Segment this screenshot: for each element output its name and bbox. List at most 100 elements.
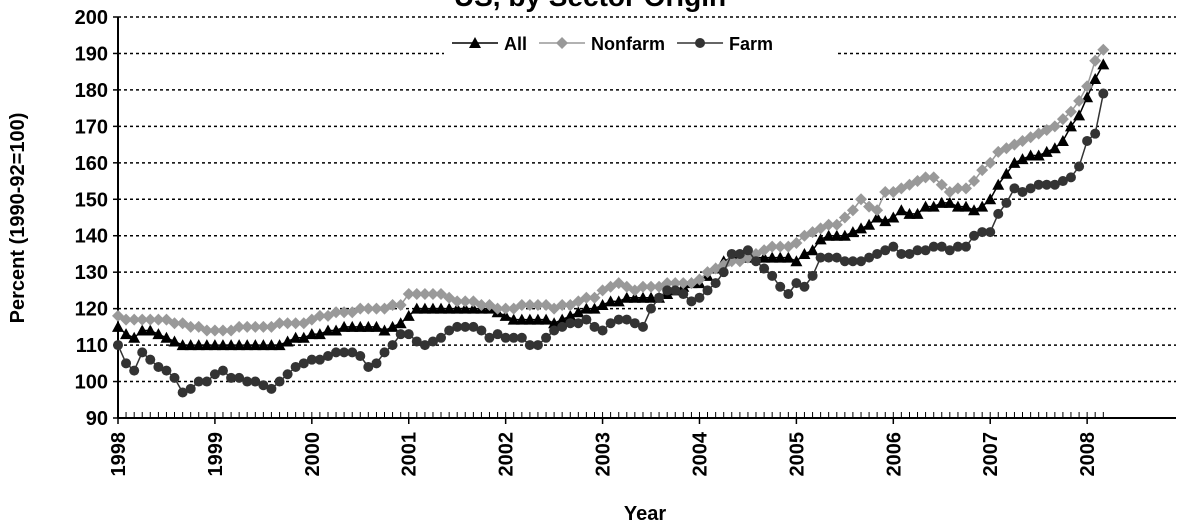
marker xyxy=(362,320,375,332)
marker xyxy=(531,313,544,325)
x-tick-label: 2001 xyxy=(399,432,421,477)
marker xyxy=(1098,88,1109,99)
marker xyxy=(992,178,1005,190)
marker xyxy=(863,218,876,230)
marker xyxy=(1074,161,1085,172)
marker xyxy=(443,302,456,314)
marker xyxy=(1001,197,1012,208)
y-tick-label: 190 xyxy=(75,43,108,65)
marker xyxy=(129,365,140,376)
marker xyxy=(418,288,431,301)
marker xyxy=(895,204,908,216)
marker xyxy=(612,295,625,307)
marker xyxy=(636,280,649,293)
marker xyxy=(144,324,157,336)
marker xyxy=(436,332,447,343)
marker xyxy=(952,241,963,252)
marker xyxy=(354,302,367,315)
marker xyxy=(136,313,149,326)
marker xyxy=(209,369,220,380)
marker xyxy=(1041,179,1052,190)
marker xyxy=(508,332,519,343)
x-tick-label: 2006 xyxy=(883,432,905,477)
marker xyxy=(378,324,391,336)
marker xyxy=(394,298,407,311)
marker xyxy=(871,204,884,217)
x-tick-label: 1998 xyxy=(108,432,130,477)
marker xyxy=(758,251,771,263)
marker xyxy=(120,313,133,326)
marker xyxy=(896,248,907,259)
marker xyxy=(629,318,640,329)
marker xyxy=(491,302,504,315)
marker xyxy=(524,340,535,351)
y-tick-label: 150 xyxy=(75,189,108,211)
marker xyxy=(273,317,286,330)
marker xyxy=(1040,145,1053,157)
y-tick-label: 90 xyxy=(86,408,108,430)
marker xyxy=(985,227,996,238)
marker xyxy=(855,193,868,206)
marker xyxy=(192,339,205,351)
marker xyxy=(1057,176,1068,187)
marker xyxy=(588,302,601,314)
x-tick-label: 2007 xyxy=(980,432,1002,477)
marker xyxy=(152,313,165,326)
marker xyxy=(847,256,858,267)
marker xyxy=(411,336,422,347)
marker xyxy=(911,207,924,219)
marker xyxy=(984,156,997,169)
marker xyxy=(790,255,803,267)
marker xyxy=(323,351,334,362)
marker xyxy=(613,314,624,325)
marker xyxy=(410,302,423,314)
marker xyxy=(977,227,988,238)
marker xyxy=(152,328,165,340)
marker xyxy=(669,277,682,290)
marker xyxy=(371,358,382,369)
marker xyxy=(137,347,148,358)
marker xyxy=(645,280,658,293)
marker xyxy=(516,332,527,343)
marker xyxy=(1008,156,1021,168)
marker xyxy=(935,196,948,208)
marker xyxy=(654,292,665,303)
marker xyxy=(686,296,697,307)
y-tick-label: 100 xyxy=(75,372,108,394)
marker xyxy=(313,309,326,322)
marker xyxy=(418,302,431,314)
marker xyxy=(1073,94,1086,107)
marker xyxy=(887,211,900,223)
marker xyxy=(355,351,366,362)
x-axis-label: Year xyxy=(624,503,666,525)
marker xyxy=(904,248,915,259)
marker xyxy=(710,278,721,289)
marker xyxy=(944,245,955,256)
marker xyxy=(888,241,899,252)
marker xyxy=(290,361,301,372)
marker xyxy=(346,320,359,332)
marker xyxy=(216,339,229,351)
marker xyxy=(313,328,326,340)
marker xyxy=(387,340,398,351)
marker xyxy=(395,329,406,340)
marker xyxy=(330,306,343,319)
marker xyxy=(1056,113,1069,126)
marker xyxy=(871,211,884,223)
marker xyxy=(814,233,827,245)
marker xyxy=(951,182,964,195)
marker xyxy=(362,302,375,315)
marker xyxy=(297,331,310,343)
marker xyxy=(750,256,761,267)
marker xyxy=(646,303,657,314)
marker xyxy=(200,339,213,351)
marker xyxy=(184,339,197,351)
marker xyxy=(515,298,528,311)
marker xyxy=(541,332,552,343)
marker xyxy=(927,200,940,212)
marker xyxy=(572,306,585,318)
marker xyxy=(410,288,423,301)
marker xyxy=(637,321,648,332)
marker xyxy=(208,324,221,337)
marker xyxy=(242,376,253,387)
